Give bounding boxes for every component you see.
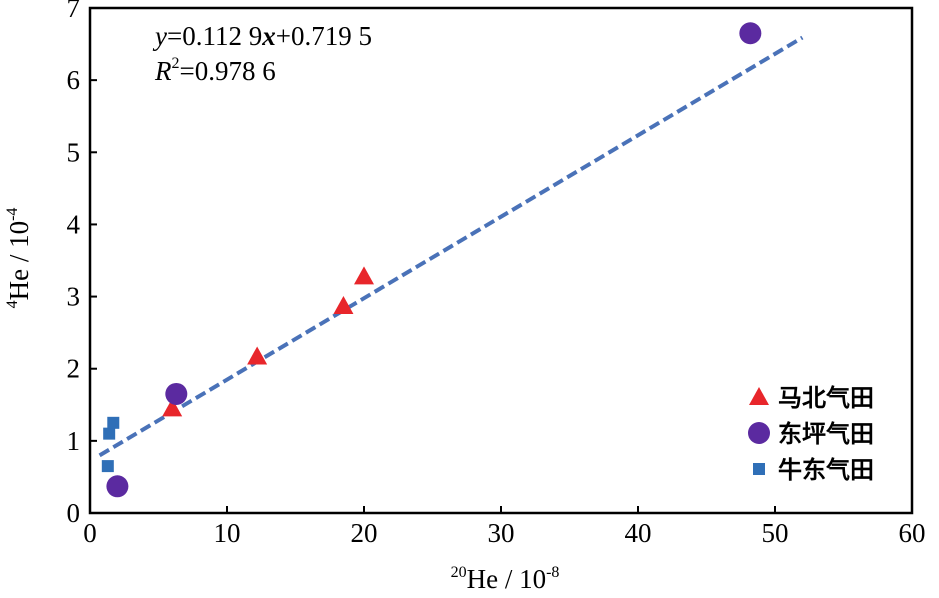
y-tick-label: 6 <box>67 65 81 95</box>
plot-frame <box>88 6 914 515</box>
legend-marker-circle <box>748 422 770 444</box>
x-tick-label: 60 <box>899 518 926 548</box>
data-point-triangle <box>333 295 354 314</box>
y-tick-label: 2 <box>67 354 81 384</box>
y-tick-label: 7 <box>67 0 81 23</box>
data-point-square <box>103 427 116 440</box>
regression-line <box>98 35 804 458</box>
legend-marker-triangle <box>749 387 769 405</box>
x-tick-label: 40 <box>625 518 652 548</box>
y-tick-label: 3 <box>67 282 81 312</box>
regression-equation: y=0.112 9x+0.719 5 <box>152 21 372 51</box>
x-tick-label: 20 <box>351 518 378 548</box>
x-tick-label: 30 <box>488 518 515 548</box>
data-point-triangle <box>162 398 183 417</box>
data-point-square <box>101 460 114 473</box>
r-squared-label: R2=0.978 6 <box>154 55 276 86</box>
y-tick-label: 0 <box>67 498 81 528</box>
x-tick-label: 10 <box>214 518 241 548</box>
legend-marker-square <box>753 463 765 475</box>
data-point-circle <box>106 475 129 498</box>
data-point-square <box>107 416 120 429</box>
legend-label: 马北气田 <box>778 384 874 412</box>
regression-line-group <box>98 35 804 458</box>
x-tick-label: 50 <box>762 518 789 548</box>
data-point-circle <box>739 22 762 45</box>
data-point-triangle <box>354 266 374 285</box>
legend-label: 牛东气田 <box>778 456 874 484</box>
y-tick-label: 4 <box>67 209 81 239</box>
y-tick-label: 1 <box>67 426 81 456</box>
data-points <box>101 22 762 498</box>
data-point-circle <box>165 382 188 405</box>
data-point-triangle <box>247 346 268 365</box>
legend-label: 东坪气田 <box>778 420 874 448</box>
x-tick-label: 0 <box>83 518 97 548</box>
y-axis-label: 4He / 10-4 <box>4 208 34 309</box>
x-axis-label: 20He / 10-8 <box>451 564 560 594</box>
y-tick-label: 5 <box>67 137 81 167</box>
